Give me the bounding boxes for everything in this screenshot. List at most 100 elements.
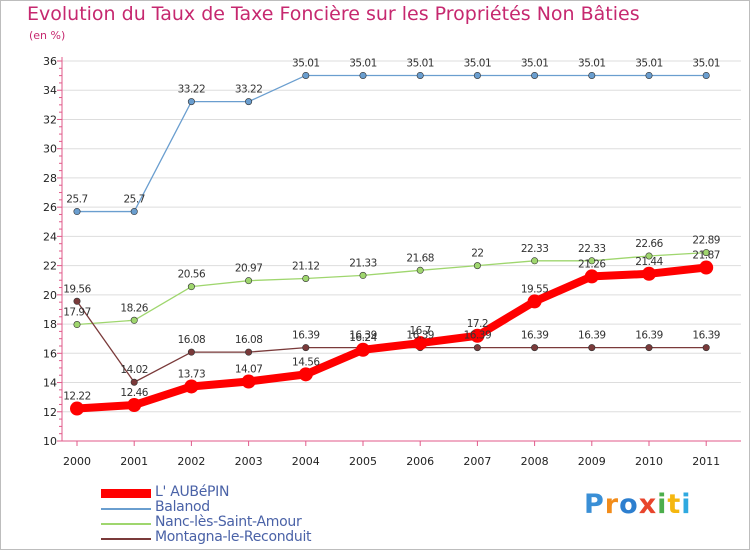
data-label: 22.89	[692, 235, 720, 247]
series-point-3	[130, 378, 138, 386]
data-label: 14.02	[120, 364, 148, 376]
logo-letter: t	[667, 489, 682, 520]
series-line-1	[76, 74, 707, 213]
series-point-1	[187, 98, 195, 106]
data-label: 12.46	[120, 387, 148, 399]
y-tick-label: 14	[43, 377, 57, 390]
series-point-1	[130, 208, 138, 216]
y-tick-label: 30	[43, 143, 57, 156]
series-point-2	[73, 321, 81, 329]
series-point-2	[187, 283, 195, 291]
logo-letter: r	[604, 489, 620, 520]
y-tick-label: 12	[43, 406, 57, 419]
y-tick-label: 32	[43, 113, 57, 126]
data-label: 16.08	[178, 334, 206, 346]
x-tick-label: 2007	[463, 455, 491, 468]
data-label: 19.55	[521, 283, 549, 295]
data-label: 35.01	[521, 57, 549, 69]
series-point-1	[302, 71, 310, 79]
y-tick-label: 20	[43, 289, 57, 302]
series-point-1	[359, 71, 367, 79]
series-point-1	[645, 71, 653, 79]
data-label: 16.24	[349, 332, 377, 344]
data-label: 33.22	[178, 84, 206, 96]
series-point-0	[298, 367, 313, 382]
logo-letter: o	[619, 489, 639, 520]
series-point-1	[73, 208, 81, 216]
series-point-2	[702, 249, 710, 257]
proxiti-logo: Proxiti	[584, 489, 692, 520]
y-tick-label: 22	[43, 260, 57, 273]
series-point-3	[588, 344, 596, 352]
series-point-2	[588, 257, 596, 265]
x-tick-label: 2001	[120, 455, 148, 468]
series-point-3	[702, 344, 710, 352]
y-tick-label: 24	[43, 230, 57, 243]
legend-label: Nanc-lès-Saint-Amour	[155, 514, 302, 530]
series-point-3	[187, 348, 195, 356]
series-point-1	[702, 71, 710, 79]
series-point-0	[70, 401, 84, 416]
series-point-3	[473, 344, 481, 352]
series-point-3	[531, 344, 539, 352]
data-label: 20.97	[235, 263, 263, 275]
logo-letter: i	[657, 489, 668, 520]
series-point-0	[356, 342, 370, 357]
x-tick-label: 2005	[349, 455, 377, 468]
series-point-2	[416, 266, 424, 274]
series-point-0	[584, 269, 599, 284]
y-tick-label: 16	[43, 347, 57, 360]
data-label: 35.01	[635, 57, 663, 69]
data-label: 35.01	[692, 57, 720, 69]
series-line-3	[76, 300, 707, 383]
logo-letter: x	[638, 489, 658, 520]
x-tick-label: 2008	[521, 455, 549, 468]
series-point-2	[531, 257, 539, 265]
data-label: 35.01	[406, 57, 434, 69]
data-label: 17.2	[467, 318, 488, 330]
data-label: 35.01	[578, 57, 606, 69]
series-point-1	[416, 71, 424, 79]
logo-letter: i	[681, 489, 692, 520]
data-label: 20.56	[178, 269, 206, 281]
series-point-2	[473, 262, 481, 270]
data-label: 16.08	[235, 334, 263, 346]
series-point-1	[531, 71, 539, 79]
legend-swatch	[101, 538, 151, 540]
series-point-0	[241, 374, 256, 389]
series-point-3	[245, 348, 253, 356]
series-point-3	[645, 344, 653, 352]
data-label: 22	[471, 248, 483, 260]
series-line-0	[73, 263, 711, 413]
series-point-1	[588, 71, 596, 79]
data-label: 25.7	[124, 194, 145, 206]
data-label: 35.01	[349, 57, 377, 69]
x-tick-label: 2004	[292, 455, 320, 468]
line-chart: 10 12 14 16 18 20 22 24 26 28 30 32 34 36 2000 2001 2002…	[43, 55, 741, 468]
data-label: 16.39	[464, 330, 492, 342]
series-point-0	[527, 294, 542, 309]
legend-label: Montagna-le-Reconduit	[155, 529, 312, 545]
data-label: 13.73	[178, 368, 206, 380]
data-label: 21.68	[406, 252, 434, 264]
legend-label: Balanod	[155, 499, 210, 515]
data-label: 16.39	[521, 330, 549, 342]
legend-label: L' AUBéPIN	[155, 484, 230, 500]
y-unit-label: (en %)	[29, 29, 66, 42]
series-point-1	[473, 71, 481, 79]
series-point-2	[130, 316, 138, 324]
data-label: 17.97	[63, 307, 91, 319]
data-label: 22.66	[635, 238, 663, 250]
y-tick-label: 34	[43, 84, 57, 97]
y-tick-label: 10	[43, 435, 57, 448]
data-label: 21.44	[635, 256, 663, 268]
series-point-2	[245, 277, 253, 285]
data-label: 35.01	[464, 57, 492, 69]
data-label: 12.22	[63, 391, 91, 403]
x-tick-label: 2010	[635, 455, 663, 468]
data-label: 19.56	[63, 283, 91, 295]
series-line-2	[76, 251, 707, 326]
data-label: 21.12	[292, 260, 320, 272]
x-tick-label: 2011	[692, 455, 720, 468]
